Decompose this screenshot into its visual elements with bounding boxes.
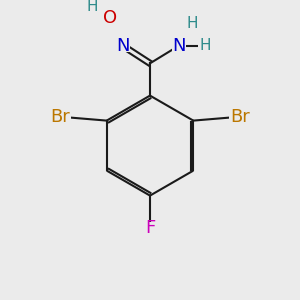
Text: H: H [186, 16, 198, 31]
Bar [229, 111, 251, 124]
Text: H: H [86, 0, 98, 14]
Bar [198, 40, 212, 52]
Text: H: H [199, 38, 211, 53]
Bar [85, 1, 99, 13]
Text: N: N [116, 37, 129, 55]
Text: F: F [145, 219, 155, 237]
Bar [185, 17, 199, 29]
Bar [172, 40, 186, 52]
Text: N: N [172, 37, 186, 55]
Text: Br: Br [230, 108, 250, 126]
Bar [143, 222, 157, 234]
Bar [49, 111, 71, 124]
Text: O: O [103, 9, 117, 27]
Bar [115, 40, 130, 52]
Text: Br: Br [50, 108, 70, 126]
Bar [102, 12, 117, 24]
